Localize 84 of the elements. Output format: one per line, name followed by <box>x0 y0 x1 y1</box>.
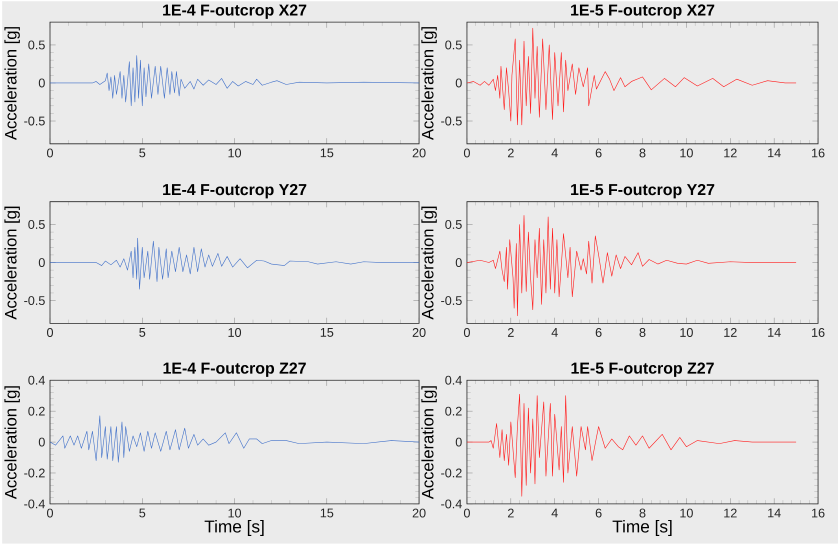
x-tick-label: 10 <box>228 148 242 158</box>
x-tick-label: 14 <box>768 328 781 337</box>
x-tick-label: 10 <box>680 508 693 518</box>
x-tick-label: 6 <box>596 328 602 338</box>
y-tick-label: -0.5 <box>24 296 45 306</box>
x-tick-label: 8 <box>640 328 646 338</box>
chart-title: 1E-5 F-outcrop X27 <box>571 4 714 19</box>
y-axis-title: Acceleration [g] <box>421 27 437 140</box>
y-tick-label: 0.5 <box>445 40 462 50</box>
x-tick-label: 4 <box>552 328 558 337</box>
y-tick-label: -0.4 <box>441 500 462 508</box>
x-tick-label: 20 <box>412 148 426 158</box>
y-axis-title: Acceleration [g] <box>421 206 437 320</box>
x-tick-label: 5 <box>139 508 146 518</box>
y-tick-label: 0.5 <box>28 40 45 50</box>
y-tick-label: 0 <box>38 78 45 88</box>
y-tick-label: 0 <box>38 438 45 447</box>
y-axis-title: Acceleration [g] <box>4 27 20 140</box>
y-tick-label: -0.2 <box>441 468 462 478</box>
x-tick-label: 15 <box>320 328 334 337</box>
x-tick-label: 12 <box>724 328 737 337</box>
x-tick-label: 2 <box>508 148 514 158</box>
line-series <box>466 28 796 126</box>
y-tick-label: 0 <box>456 438 462 447</box>
y-tick-label: -0.5 <box>441 116 462 126</box>
line-series <box>466 394 796 497</box>
y-tick-label: 0.4 <box>445 376 462 385</box>
x-tick-label: 2 <box>508 508 514 518</box>
x-tick-label: 4 <box>552 148 558 158</box>
x-tick-label: 5 <box>139 148 146 158</box>
x-tick-label: 16 <box>812 508 824 518</box>
y-tick-label: -0.5 <box>24 116 45 126</box>
y-axis-title: Acceleration [g] <box>4 206 20 320</box>
x-tick-label: 6 <box>596 148 602 158</box>
x-tick-label: 15 <box>320 148 334 158</box>
x-tick-label: 0 <box>47 148 54 158</box>
x-axis-title: Time [s] <box>612 520 672 536</box>
x-tick-label: 8 <box>640 148 646 158</box>
chart-title: 1E-5 F-outcrop Y27 <box>571 184 714 198</box>
x-tick-label: 0 <box>47 328 54 338</box>
y-tick-label: -0.4 <box>24 500 45 508</box>
x-tick-label: 20 <box>412 508 426 518</box>
x-tick-label: 10 <box>680 148 693 158</box>
y-tick-label: 0 <box>456 258 462 268</box>
x-tick-label: 10 <box>228 328 242 338</box>
y-axis-title: Acceleration [g] <box>421 386 437 500</box>
x-tick-label: 14 <box>768 508 781 518</box>
line-series <box>466 215 796 316</box>
x-tick-label: 6 <box>596 508 602 518</box>
line-series <box>50 416 420 463</box>
x-tick-label: 0 <box>464 508 470 518</box>
x-tick-label: 5 <box>139 328 146 337</box>
chart-title: 1E-4 F-outcrop Y27 <box>163 184 306 198</box>
y-tick-label: -0.2 <box>24 468 45 478</box>
y-tick-label: 0.2 <box>445 406 462 416</box>
y-tick-label: 0.5 <box>445 220 462 230</box>
chart-title: 1E-5 F-outcrop Z27 <box>572 362 714 378</box>
x-tick-label: 12 <box>724 508 737 518</box>
x-tick-label: 0 <box>464 328 470 338</box>
x-tick-label: 16 <box>812 148 824 158</box>
line-series <box>50 55 420 106</box>
line-series <box>50 238 420 290</box>
y-tick-label: 0.5 <box>28 220 45 230</box>
x-tick-label: 0 <box>464 148 470 158</box>
y-axis-title: Acceleration [g] <box>4 386 20 500</box>
y-tick-label: 0.2 <box>28 406 45 416</box>
x-tick-label: 10 <box>228 508 242 518</box>
x-axis-title: Time [s] <box>204 520 264 536</box>
y-tick-label: 0 <box>456 78 462 88</box>
x-tick-label: 20 <box>412 328 426 338</box>
y-tick-label: 0.4 <box>28 376 45 385</box>
x-tick-label: 15 <box>320 508 334 518</box>
x-tick-label: 10 <box>680 328 693 338</box>
x-tick-label: 0 <box>47 508 54 518</box>
x-tick-label: 8 <box>640 508 646 518</box>
chart-title: 1E-4 F-outcrop Z27 <box>164 362 306 378</box>
x-tick-label: 16 <box>812 328 824 338</box>
y-tick-label: -0.5 <box>441 296 462 306</box>
x-tick-label: 14 <box>768 148 781 158</box>
y-tick-label: 0 <box>38 258 45 268</box>
x-tick-label: 4 <box>552 508 558 518</box>
x-tick-label: 2 <box>508 328 514 337</box>
chart-title: 1E-4 F-outcrop X27 <box>163 4 306 19</box>
x-tick-label: 12 <box>724 148 737 158</box>
